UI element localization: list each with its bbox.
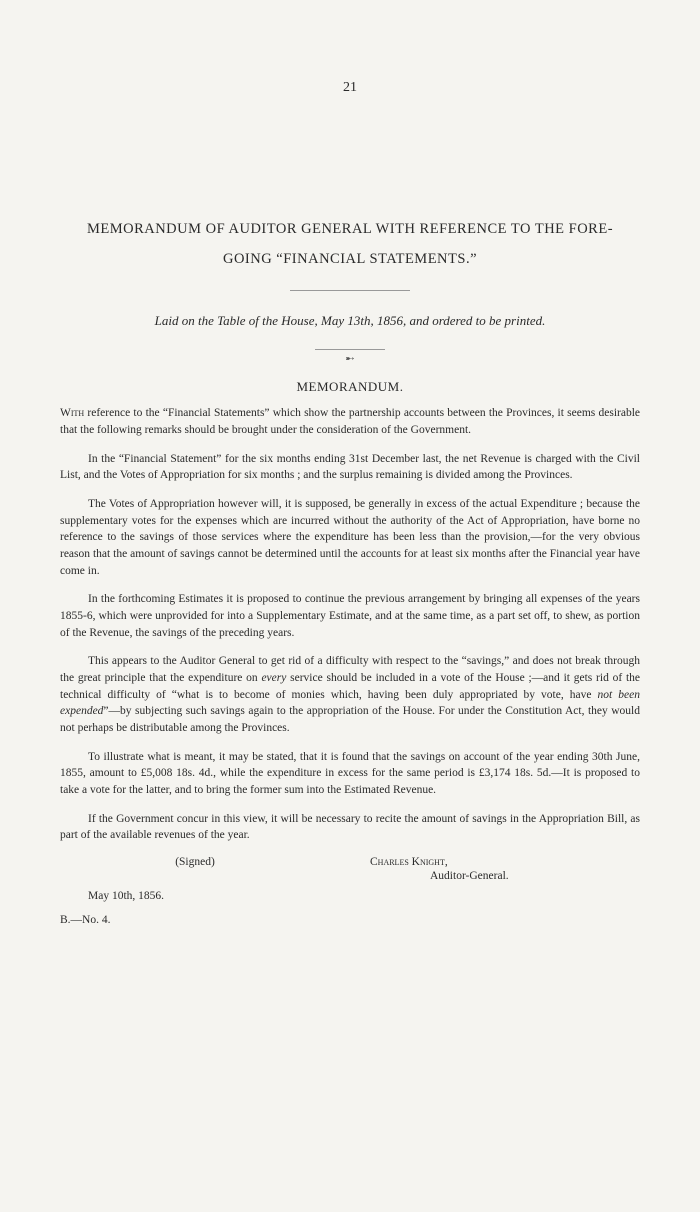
divider-rule [290, 290, 410, 291]
doc-title-line-2: GOING “FINANCIAL STATEMENTS.” [60, 246, 640, 272]
signatory-name: Charles Knight, [370, 856, 448, 868]
paragraph-7: If the Government concur in this view, i… [60, 811, 640, 844]
document-page: 21 MEMORANDUM OF AUDITOR GENERAL WITH RE… [0, 0, 700, 986]
small-rule [315, 349, 385, 350]
page-number: 21 [60, 80, 640, 96]
signature-right: Charles Knight, Auditor-General. [330, 856, 640, 882]
ornament-mark: ➸ [60, 352, 640, 365]
memorandum-heading: MEMORANDUM. [60, 379, 640, 395]
signed-label: (Signed) [60, 856, 330, 882]
paragraph-6: To illustrate what is meant, it may be s… [60, 749, 640, 799]
paragraph-4: In the forthcoming Estimates it is propo… [60, 591, 640, 641]
paragraph-5: This appears to the Auditor General to g… [60, 653, 640, 736]
doc-title-line-1: MEMORANDUM OF AUDITOR GENERAL WITH REFER… [60, 216, 640, 242]
signatory-role: Auditor-General. [370, 870, 640, 882]
paragraph-1: With reference to the “Financial Stateme… [60, 405, 640, 438]
paragraph-1-text: reference to the “Financial Statements” … [60, 407, 640, 436]
document-reference: B.—No. 4. [60, 914, 640, 926]
p5-emphasis-1: every [261, 672, 286, 684]
body-text: With reference to the “Financial Stateme… [60, 405, 640, 844]
laid-on-table-note: Laid on the Table of the House, May 13th… [60, 313, 640, 329]
paragraph-1-lead: With [60, 407, 84, 419]
paragraph-3: The Votes of Appropriation however will,… [60, 496, 640, 579]
paragraph-2: In the “Financial Statement” for the six… [60, 451, 640, 484]
signature-row: (Signed) Charles Knight, Auditor-General… [60, 856, 640, 882]
signature-date: May 10th, 1856. [60, 890, 640, 902]
p5-part-c: ”—by subjecting such savings again to th… [60, 705, 640, 734]
